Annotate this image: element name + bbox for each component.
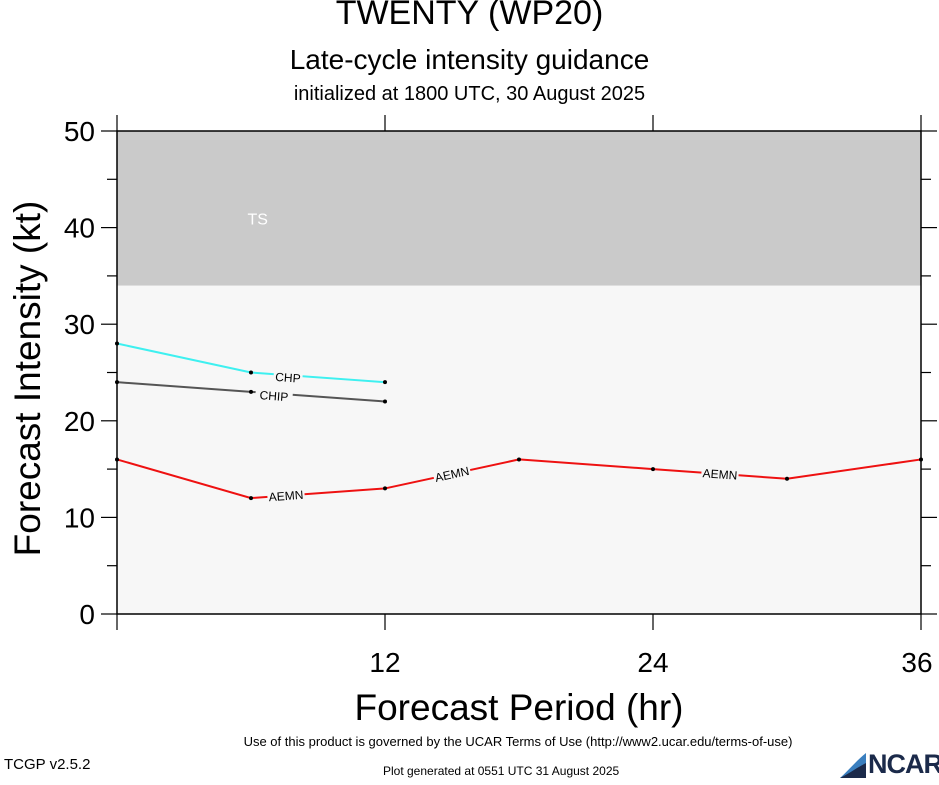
- series-label-text: CHIP: [259, 388, 289, 404]
- x-tick-label: 36: [901, 647, 932, 678]
- label-background: [255, 387, 294, 403]
- x-axis-label: Forecast Period (hr): [355, 687, 684, 728]
- y-tick-label: 10: [64, 502, 95, 533]
- label-background: [273, 369, 303, 385]
- series-label-aemn: AEMN: [266, 487, 305, 504]
- y-tick-label: 30: [64, 309, 95, 340]
- y-tick-label: 50: [64, 116, 95, 147]
- y-tick-label: 0: [79, 599, 95, 630]
- ncar-logo: NCAR: [838, 749, 939, 780]
- data-point: [249, 496, 253, 501]
- data-point: [651, 467, 655, 472]
- plot-frame: [116, 130, 922, 615]
- x-tick-label: 24: [637, 647, 668, 678]
- label-background: [432, 463, 472, 484]
- y-tick-label: 40: [64, 213, 95, 244]
- terms-of-use: Use of this product is governed by the U…: [243, 734, 793, 749]
- series-label-chp: CHP: [273, 369, 303, 386]
- band-ts: [117, 131, 921, 286]
- label-background: [266, 487, 305, 503]
- band-label: TS: [247, 212, 267, 229]
- data-point: [517, 457, 521, 462]
- initialization-time: initialized at 1800 UTC, 30 August 2025: [293, 83, 646, 105]
- label-background: [701, 465, 740, 482]
- series-label-text: AEMN: [268, 488, 304, 504]
- data-point: [383, 486, 387, 491]
- version-label: TCGP v2.5.2: [4, 756, 91, 773]
- series-label-text: CHP: [275, 370, 301, 386]
- y-axis-label: Forecast Intensity (kt): [7, 201, 48, 557]
- chart-subtitle: Late-cycle intensity guidance: [289, 44, 650, 75]
- chart-title: TWENTY (WP20): [335, 0, 604, 32]
- series-label-chip: CHIP: [255, 387, 294, 404]
- data-point: [249, 370, 253, 375]
- ncar-swoosh-icon: [840, 753, 866, 778]
- series-label-aemn: AEMN: [701, 465, 740, 483]
- data-point: [249, 389, 253, 394]
- data-point: [383, 399, 387, 404]
- x-tick-label: 12: [369, 647, 400, 678]
- series-label-text: AEMN: [702, 466, 738, 482]
- data-point: [785, 476, 789, 481]
- y-tick-label: 20: [64, 406, 95, 437]
- data-point: [383, 380, 387, 385]
- ncar-logo-text: NCAR: [868, 749, 939, 779]
- generated-timestamp: Plot generated at 0551 UTC 31 August 202…: [383, 764, 620, 778]
